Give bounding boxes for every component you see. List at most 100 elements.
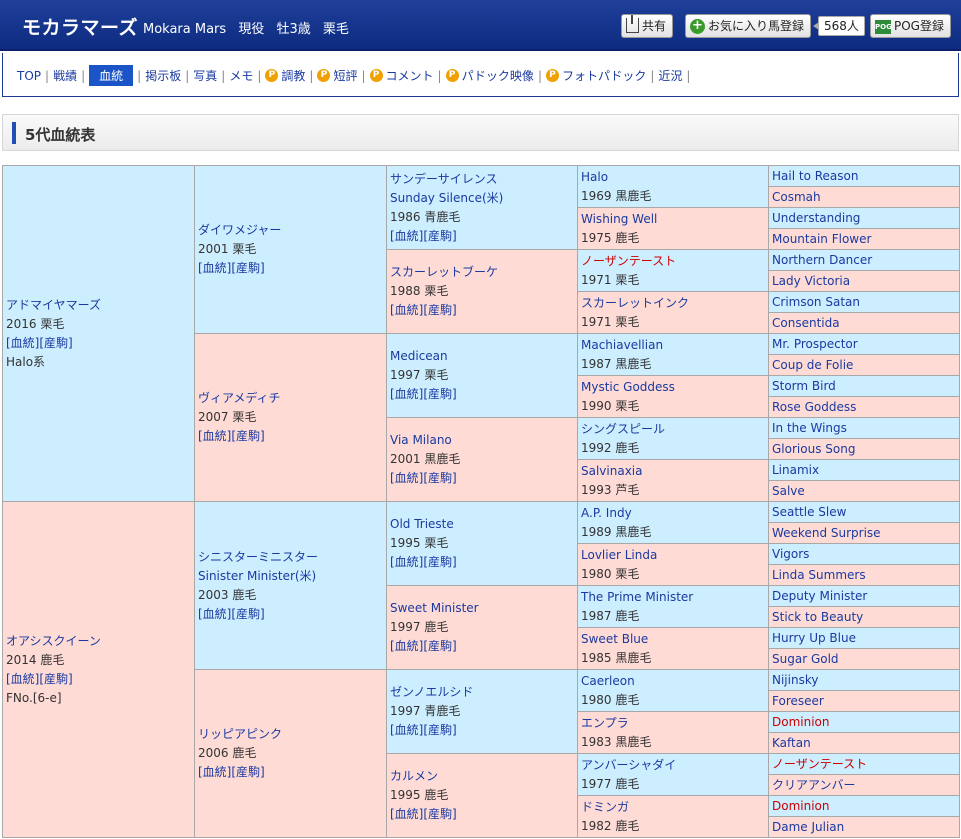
horse-name-link[interactable]: Sugar Gold xyxy=(772,651,839,666)
horse-name-link[interactable]: スカーレットインク xyxy=(581,295,690,310)
foals-link[interactable]: [産駒] xyxy=(423,555,457,569)
horse-name-link[interactable]: Lady Victoria xyxy=(772,273,851,288)
horse-name-link[interactable]: Nijinsky xyxy=(772,672,819,687)
horse-name-link[interactable]: Machiavellian xyxy=(581,337,664,352)
pedigree-link[interactable]: [血統] xyxy=(6,671,40,686)
add-favorite-button[interactable]: + お気に入り馬登録 xyxy=(685,14,812,38)
horse-name-link[interactable]: ゼンノエルシド xyxy=(390,685,474,699)
horse-name-link[interactable]: Sweet Minister xyxy=(390,601,479,615)
horse-name-link[interactable]: Salvinaxia xyxy=(581,463,643,478)
pedigree-link[interactable]: [血統] xyxy=(390,723,424,737)
nav-tab-6[interactable]: P 調教 | xyxy=(265,65,317,86)
horse-name-link[interactable]: Hurry Up Blue xyxy=(772,630,856,645)
foals-link[interactable]: [産駒] xyxy=(423,639,457,653)
pedigree-link[interactable]: [血統] xyxy=(390,228,424,243)
horse-name-link[interactable]: Northern Dancer xyxy=(772,252,873,267)
horse-name-link[interactable]: Hail to Reason xyxy=(772,168,859,183)
horse-name-link[interactable]: Cosmah xyxy=(772,189,821,204)
horse-name-link[interactable]: スカーレットブーケ xyxy=(390,265,499,279)
horse-name-link[interactable]: リッピアピンク xyxy=(198,727,283,741)
foals-link[interactable]: [産駒] xyxy=(39,335,73,350)
horse-name-link[interactable]: Dominion xyxy=(772,798,830,813)
horse-name-link[interactable]: Kaftan xyxy=(772,735,811,750)
horse-name-link[interactable]: カルメン xyxy=(390,769,439,783)
nav-tab-10[interactable]: P フォトパドック | xyxy=(545,65,658,86)
pedigree-link[interactable]: [血統] xyxy=(198,261,232,275)
horse-name-link[interactable]: Stick to Beauty xyxy=(772,609,864,624)
horse-name-link[interactable]: オアシスクイーン xyxy=(6,633,101,648)
horse-name-link[interactable]: Vigors xyxy=(772,546,810,561)
foals-link[interactable]: [産駒] xyxy=(423,228,457,243)
nav-tab-8[interactable]: P コメント | xyxy=(369,65,446,86)
horse-name-link[interactable]: Dominion xyxy=(772,714,830,729)
horse-name-link[interactable]: Medicean xyxy=(390,349,448,363)
nav-tab-1[interactable]: 戦績 | xyxy=(53,65,89,86)
horse-name-link[interactable]: ダイワメジャー xyxy=(198,223,282,237)
pedigree-link[interactable]: [血統] xyxy=(198,429,232,443)
pedigree-link[interactable]: [血統] xyxy=(6,335,40,350)
foals-link[interactable]: [産駒] xyxy=(231,429,265,443)
horse-name-link[interactable]: サンデーサイレンス xyxy=(390,171,498,186)
horse-name-link[interactable]: クリアアンバー xyxy=(772,777,856,792)
foals-link[interactable]: [産駒] xyxy=(231,606,265,621)
horse-name-link[interactable]: Seattle Slew xyxy=(772,504,847,519)
pedigree-link[interactable]: [血統] xyxy=(198,765,232,779)
nav-tab-0[interactable]: TOP | xyxy=(17,65,53,86)
foals-link[interactable]: [産駒] xyxy=(423,723,457,737)
horse-name-link[interactable]: Deputy Minister xyxy=(772,588,868,603)
pedigree-link[interactable]: [血統] xyxy=(390,303,424,317)
horse-name-link[interactable]: Wishing Well xyxy=(581,211,658,226)
horse-name-link[interactable]: Halo xyxy=(581,169,609,184)
pedigree-link[interactable]: [血統] xyxy=(390,639,424,653)
horse-name-link[interactable]: Dame Julian xyxy=(772,819,845,834)
horse-name-link[interactable]: Glorious Song xyxy=(772,441,856,456)
foals-link[interactable]: [産駒] xyxy=(423,387,457,401)
pedigree-link[interactable]: [血統] xyxy=(390,471,424,485)
horse-name-link[interactable]: Sweet Blue xyxy=(581,631,649,646)
horse-name-link[interactable]: Consentida xyxy=(772,315,840,330)
horse-name-link[interactable]: Salve xyxy=(772,483,805,498)
foals-link[interactable]: [産駒] xyxy=(423,807,457,821)
horse-name-link[interactable]: シングスピール xyxy=(581,421,666,436)
nav-tab-3[interactable]: 掲示板 | xyxy=(145,65,193,86)
horse-name-link[interactable]: Coup de Folie xyxy=(772,357,854,372)
horse-name-link[interactable]: Lovlier Linda xyxy=(581,547,658,562)
nav-tab-5[interactable]: メモ | xyxy=(229,65,265,86)
horse-name-link[interactable]: Rose Goddess xyxy=(772,399,857,414)
horse-name-link[interactable]: Crimson Satan xyxy=(772,294,860,309)
foals-link[interactable]: [産駒] xyxy=(231,261,265,275)
horse-name-link[interactable]: Weekend Surprise xyxy=(772,525,881,540)
horse-name-link[interactable]: ノーザンテースト xyxy=(772,756,868,771)
horse-name-link[interactable]: Linda Summers xyxy=(772,567,866,582)
nav-tab-2[interactable]: 血統 | xyxy=(89,65,145,86)
horse-name-link[interactable]: A.P. Indy xyxy=(581,505,632,520)
horse-name-link[interactable]: Old Trieste xyxy=(390,517,454,531)
horse-name-link[interactable]: Mr. Prospector xyxy=(772,336,858,351)
horse-name-link[interactable]: Foreseer xyxy=(772,693,824,708)
foals-link[interactable]: [産駒] xyxy=(423,471,457,485)
horse-name-link[interactable]: エンプラ xyxy=(581,715,629,730)
foals-link[interactable]: [産駒] xyxy=(231,765,265,779)
horse-name-link[interactable]: Via Milano xyxy=(390,433,452,447)
pedigree-link[interactable]: [血統] xyxy=(390,807,424,821)
horse-name-link[interactable]: シニスターミニスター xyxy=(198,549,319,564)
nav-tab-4[interactable]: 写真 | xyxy=(193,65,229,86)
horse-name-link[interactable]: Caerleon xyxy=(581,673,635,688)
horse-name-link[interactable]: ノーザンテースト xyxy=(581,253,677,268)
horse-name-link[interactable]: Understanding xyxy=(772,210,861,225)
pedigree-link[interactable]: [血統] xyxy=(198,606,232,621)
horse-name-link[interactable]: Linamix xyxy=(772,462,820,477)
nav-tab-7[interactable]: P 短評 | xyxy=(317,65,369,86)
foals-link[interactable]: [産駒] xyxy=(423,303,457,317)
horse-name-link[interactable]: The Prime Minister xyxy=(581,589,694,604)
horse-name-link[interactable]: In the Wings xyxy=(772,420,847,435)
horse-name-link[interactable]: Mountain Flower xyxy=(772,231,872,246)
pog-register-button[interactable]: POG POG登録 xyxy=(870,14,951,38)
foals-link[interactable]: [産駒] xyxy=(39,671,73,686)
pedigree-link[interactable]: [血統] xyxy=(390,555,424,569)
nav-tab-9[interactable]: P パドック映像 | xyxy=(445,65,546,86)
horse-name-link[interactable]: ヴィアメディチ xyxy=(198,391,281,405)
horse-name-link[interactable]: ドミンガ xyxy=(581,799,630,814)
share-button[interactable]: 共有 xyxy=(621,14,674,38)
horse-name-link[interactable]: アドマイヤマーズ xyxy=(6,297,102,312)
